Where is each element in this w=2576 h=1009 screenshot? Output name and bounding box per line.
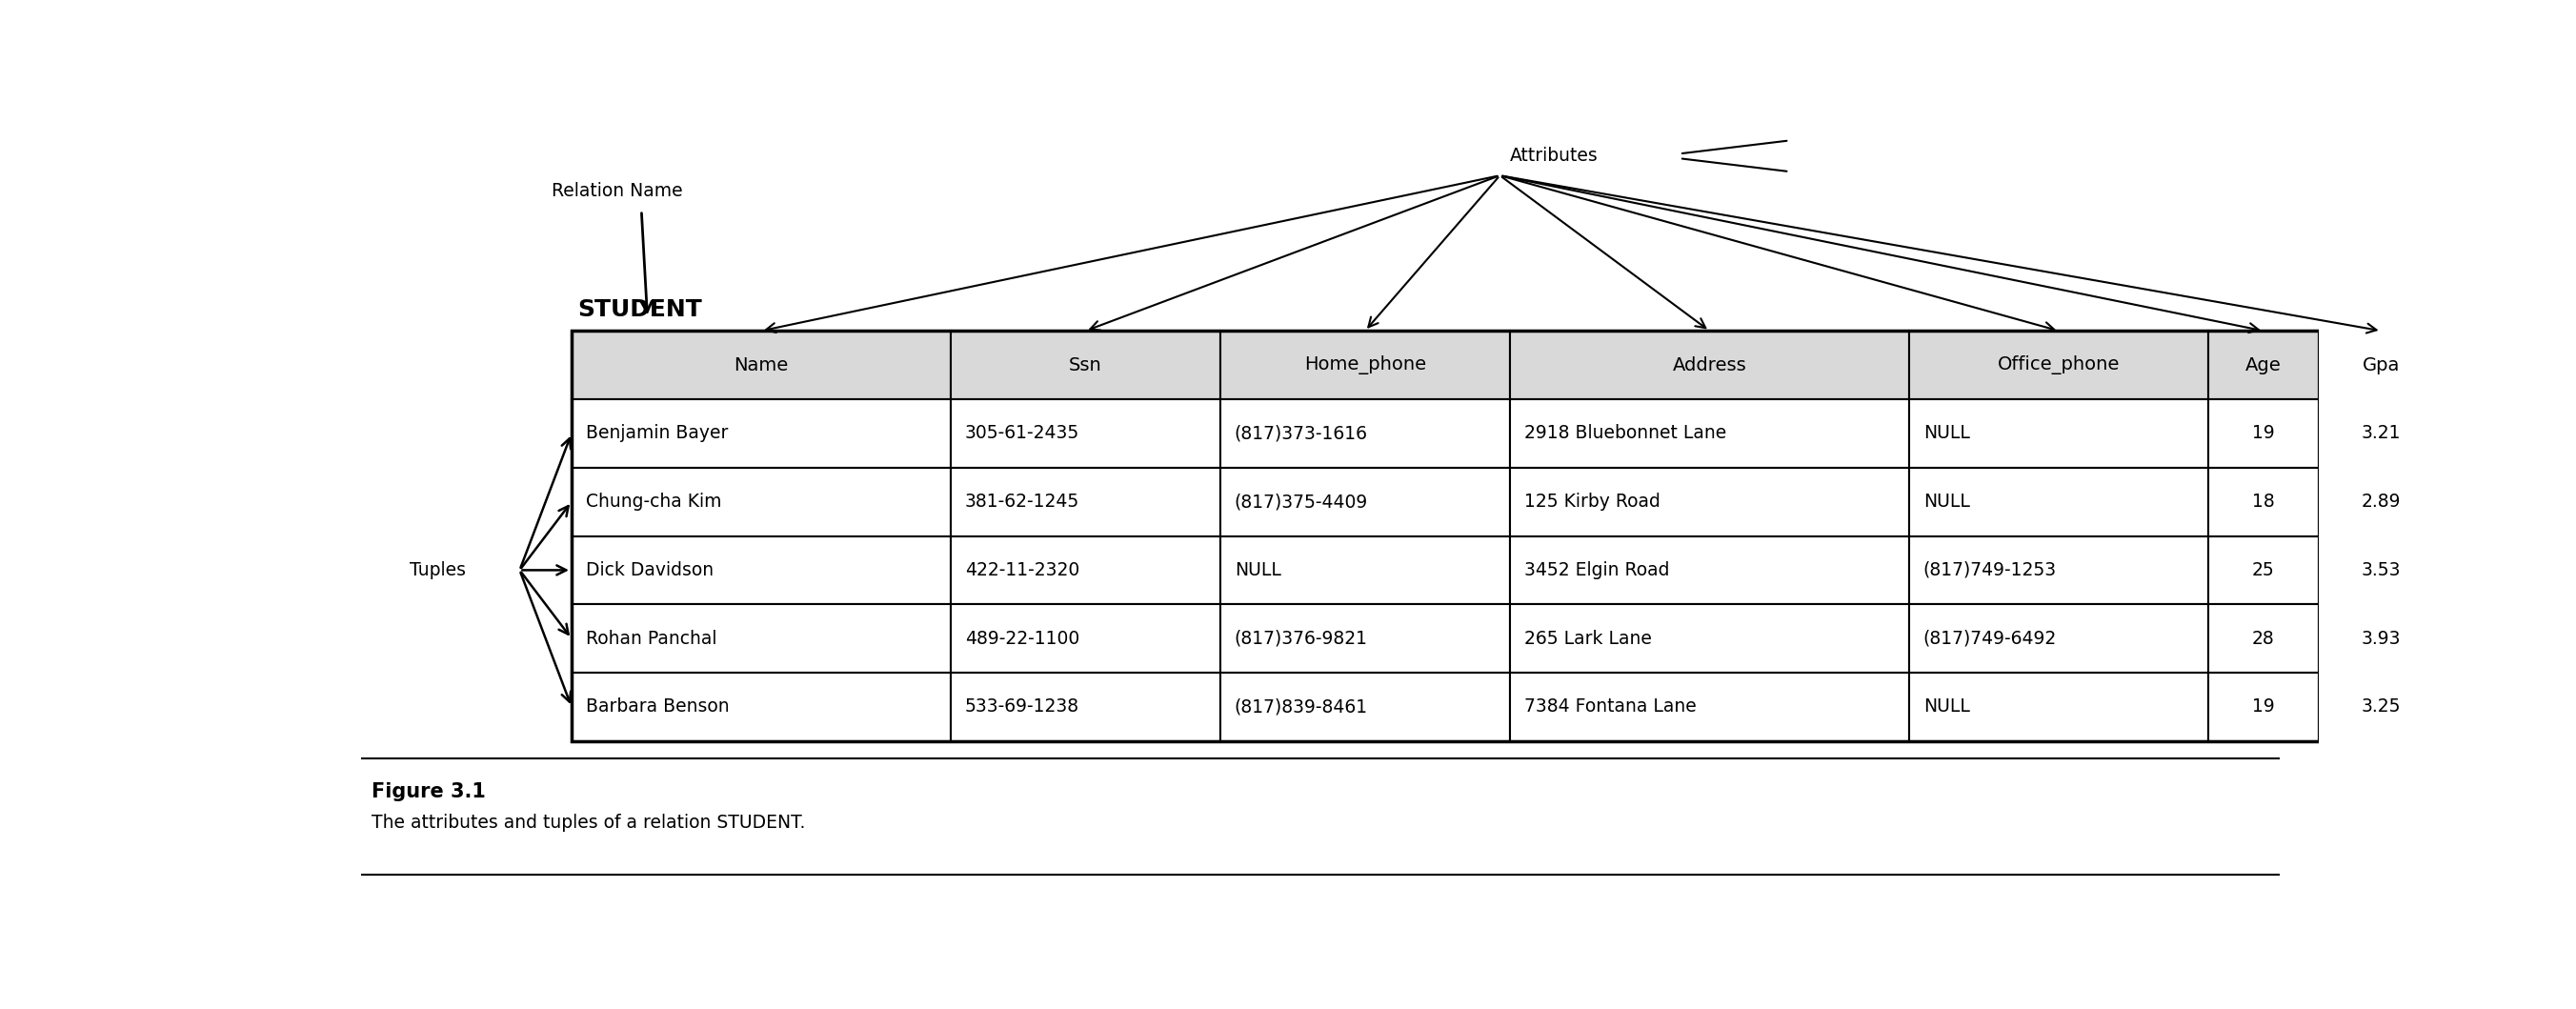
Text: 7384 Fontana Lane: 7384 Fontana Lane <box>1525 698 1695 716</box>
Bar <box>2318 400 2445 467</box>
Text: Benjamin Bayer: Benjamin Bayer <box>585 425 729 443</box>
Bar <box>2318 536 2445 604</box>
Text: STUDENT: STUDENT <box>577 299 703 322</box>
Bar <box>951 536 1221 604</box>
Text: Office_phone: Office_phone <box>1999 355 2120 374</box>
Text: NULL: NULL <box>1924 698 1971 716</box>
Text: 3.53: 3.53 <box>2362 561 2401 579</box>
Bar <box>2208 604 2318 673</box>
Text: Rohan Panchal: Rohan Panchal <box>585 630 716 648</box>
Bar <box>572 331 951 400</box>
Bar <box>2208 467 2318 536</box>
Bar <box>951 400 1221 467</box>
Bar <box>2208 400 2318 467</box>
Bar <box>1221 536 1510 604</box>
Text: Dick Davidson: Dick Davidson <box>585 561 714 579</box>
Bar <box>1510 400 1909 467</box>
Text: Ssn: Ssn <box>1069 356 1103 374</box>
Text: 2918 Bluebonnet Lane: 2918 Bluebonnet Lane <box>1525 425 1726 443</box>
Bar <box>1510 536 1909 604</box>
Text: (817)839-8461: (817)839-8461 <box>1234 698 1368 716</box>
Bar <box>572 467 951 536</box>
Bar <box>572 536 951 604</box>
Text: Gpa: Gpa <box>2362 356 2401 374</box>
Bar <box>1221 400 1510 467</box>
Text: NULL: NULL <box>1234 561 1280 579</box>
Bar <box>2208 536 2318 604</box>
Bar <box>572 400 951 467</box>
Text: Address: Address <box>1672 356 1747 374</box>
Bar <box>1221 467 1510 536</box>
Bar <box>2318 331 2445 400</box>
Bar <box>1909 604 2208 673</box>
Text: 3.93: 3.93 <box>2362 630 2401 648</box>
Text: 422-11-2320: 422-11-2320 <box>966 561 1079 579</box>
Text: (817)749-1253: (817)749-1253 <box>1924 561 2056 579</box>
Text: 19: 19 <box>2251 698 2275 716</box>
Bar <box>951 331 1221 400</box>
Text: 489-22-1100: 489-22-1100 <box>966 630 1079 648</box>
Bar <box>1909 536 2208 604</box>
Text: Chung-cha Kim: Chung-cha Kim <box>585 492 721 511</box>
Text: 533-69-1238: 533-69-1238 <box>966 698 1079 716</box>
Bar <box>2318 604 2445 673</box>
Bar <box>572 673 951 741</box>
Bar <box>1909 673 2208 741</box>
Bar <box>2208 673 2318 741</box>
Bar <box>2318 673 2445 741</box>
Text: Attributes: Attributes <box>1510 147 1597 165</box>
Bar <box>1909 467 2208 536</box>
Text: 265 Lark Lane: 265 Lark Lane <box>1525 630 1651 648</box>
Bar <box>572 604 951 673</box>
Text: (817)375-4409: (817)375-4409 <box>1234 492 1368 511</box>
Bar <box>1909 331 2208 400</box>
Bar <box>2318 467 2445 536</box>
Text: Barbara Benson: Barbara Benson <box>585 698 729 716</box>
Bar <box>951 604 1221 673</box>
Bar <box>1510 331 1909 400</box>
Bar <box>1909 400 2208 467</box>
Text: Relation Name: Relation Name <box>551 182 683 200</box>
Text: 3.25: 3.25 <box>2362 698 2401 716</box>
Text: 25: 25 <box>2251 561 2275 579</box>
Text: 305-61-2435: 305-61-2435 <box>966 425 1079 443</box>
Bar <box>1510 673 1909 741</box>
Bar <box>1221 673 1510 741</box>
Text: Tuples: Tuples <box>410 561 466 579</box>
Text: 2.89: 2.89 <box>2362 492 2401 511</box>
Bar <box>1510 467 1909 536</box>
Bar <box>1221 331 1510 400</box>
Text: NULL: NULL <box>1924 425 1971 443</box>
Bar <box>951 467 1221 536</box>
Bar <box>1510 604 1909 673</box>
Bar <box>1221 604 1510 673</box>
Text: (817)376-9821: (817)376-9821 <box>1234 630 1368 648</box>
Text: 19: 19 <box>2251 425 2275 443</box>
Text: 18: 18 <box>2251 492 2275 511</box>
Text: (817)749-6492: (817)749-6492 <box>1924 630 2056 648</box>
Text: (817)373-1616: (817)373-1616 <box>1234 425 1368 443</box>
Text: Name: Name <box>734 356 788 374</box>
Text: Home_phone: Home_phone <box>1303 355 1427 374</box>
Text: The attributes and tuples of a relation STUDENT.: The attributes and tuples of a relation … <box>371 814 806 832</box>
Text: 3452 Elgin Road: 3452 Elgin Road <box>1525 561 1669 579</box>
Text: 125 Kirby Road: 125 Kirby Road <box>1525 492 1659 511</box>
Text: 28: 28 <box>2251 630 2275 648</box>
Text: 3.21: 3.21 <box>2362 425 2401 443</box>
Bar <box>951 673 1221 741</box>
Text: Age: Age <box>2246 356 2282 374</box>
Text: 381-62-1245: 381-62-1245 <box>966 492 1079 511</box>
Bar <box>572 331 2445 741</box>
Text: Figure 3.1: Figure 3.1 <box>371 782 487 801</box>
Bar <box>2208 331 2318 400</box>
Text: NULL: NULL <box>1924 492 1971 511</box>
